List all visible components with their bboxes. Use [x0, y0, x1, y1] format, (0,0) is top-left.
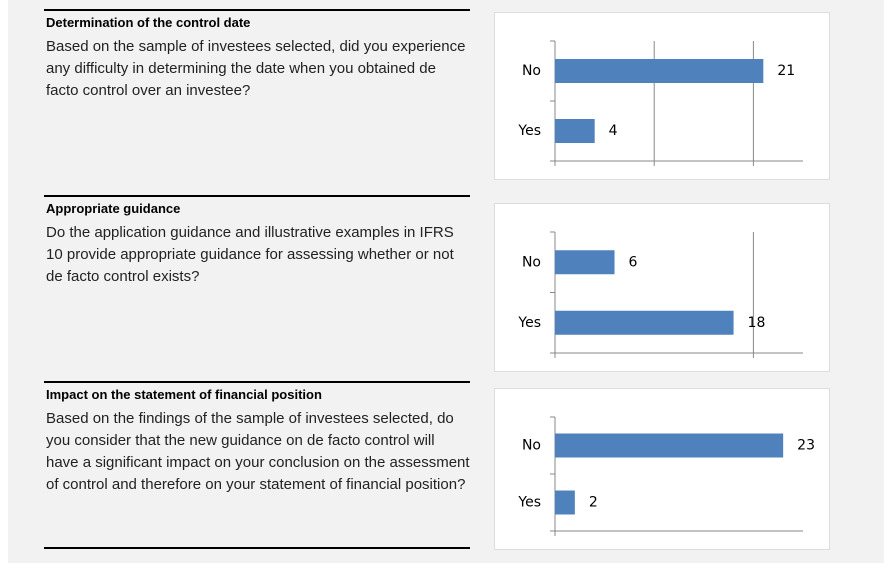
- chart: No 23 Yes 2: [517, 416, 815, 536]
- chart-box: No 23 Yes 2: [494, 388, 830, 550]
- section-title: Impact on the statement of financial pos…: [46, 387, 322, 402]
- category-label: Yes: [517, 495, 541, 511]
- bar: [555, 59, 764, 83]
- chart-box: No 21 Yes 4: [494, 12, 830, 180]
- data-label: 21: [777, 63, 795, 79]
- section-title: Determination of the control date: [46, 15, 251, 30]
- category-label: No: [522, 254, 541, 270]
- section: Appropriate guidance Do the application g…: [44, 195, 470, 288]
- chart: No 6 Yes 18: [517, 231, 803, 358]
- data-label: 2: [589, 495, 598, 511]
- question: Based on the sample of investees selecte…: [46, 38, 466, 99]
- bar: [555, 250, 615, 275]
- section: Impact on the statement of financial pos…: [44, 381, 470, 496]
- data-label: 23: [797, 438, 815, 454]
- category-label: No: [522, 438, 541, 454]
- section-title: Appropriate guidance: [46, 201, 181, 216]
- category-label: Yes: [517, 123, 541, 139]
- bar: [555, 310, 734, 335]
- section: Determination of the control date Based o…: [44, 9, 470, 102]
- question: Do the application guidance and illustra…: [46, 224, 454, 285]
- bar: [555, 119, 595, 143]
- chart: No 21 Yes 4: [517, 40, 803, 166]
- bar: [555, 490, 575, 515]
- rule: [44, 547, 470, 549]
- question: Based on the findings of the sample of i…: [46, 410, 470, 493]
- chart-box: No 6 Yes 18: [494, 203, 830, 372]
- data-label: 18: [748, 315, 766, 331]
- bar: [555, 433, 784, 458]
- data-label: 4: [609, 123, 618, 139]
- data-label: 6: [629, 254, 638, 270]
- category-label: Yes: [517, 315, 541, 331]
- category-label: No: [522, 63, 541, 79]
